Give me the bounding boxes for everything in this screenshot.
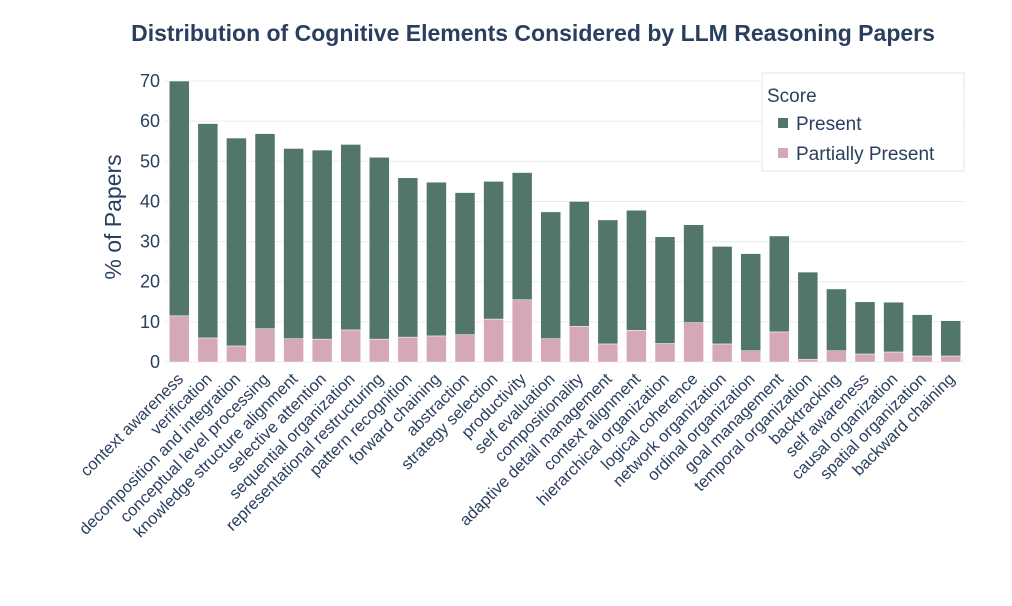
bar-partially-present-self-awareness	[854, 353, 876, 363]
bar-present-self-awareness	[854, 301, 876, 355]
y-tick-label: 20	[140, 272, 160, 292]
y-axis-label: % of Papers	[100, 154, 126, 279]
bar-present-goal-management	[769, 235, 790, 333]
bar-present-pattern-recognition	[397, 177, 419, 338]
bar-present-spatial-organization	[911, 314, 933, 357]
bar-partially-present-pattern-recognition	[397, 336, 419, 363]
bar-partially-present-verification	[197, 337, 219, 363]
bar-present-selective-attention	[311, 149, 333, 340]
bar-partially-present-temporal-organization	[797, 358, 819, 363]
bar-partially-present-self-evaluation	[540, 338, 561, 363]
y-tick-label: 0	[150, 352, 160, 372]
bar-present-representational-restructuring	[369, 157, 390, 340]
bar-present-verification	[197, 123, 219, 339]
bar-present-logical-coherence	[683, 224, 704, 323]
bar-partially-present-decomposition-and-integration	[226, 345, 247, 363]
bar-partially-present-spatial-organization	[911, 355, 933, 363]
legend-title: Score	[767, 86, 817, 107]
bar-partially-present-hierarchical-organization	[654, 343, 676, 363]
bar-present-productivity	[511, 172, 533, 301]
bar-partially-present-adaptive-detail-management	[597, 343, 619, 363]
legend-box	[761, 72, 965, 172]
bar-present-decomposition-and-integration	[226, 137, 247, 347]
bar-present-causal-organization	[883, 301, 904, 353]
bar-partially-present-productivity	[511, 299, 533, 363]
bar-partially-present-compositionality	[569, 326, 590, 363]
bar-partially-present-network-organization	[711, 343, 733, 363]
x-axis: context awarenessverificationdecompositi…	[76, 370, 959, 542]
y-tick-label: 40	[140, 191, 160, 211]
bar-present-compositionality	[569, 201, 590, 327]
bar-partially-present-selective-attention	[311, 338, 333, 363]
bar-present-network-organization	[711, 246, 733, 345]
y-tick-label: 10	[140, 312, 160, 332]
bar-present-adaptive-detail-management	[597, 219, 619, 345]
bar-present-sequential-organization	[340, 144, 361, 331]
legend-swatch-present	[778, 118, 788, 128]
legend: Score Present Partially Present	[761, 72, 965, 172]
bar-present-backward-chaining	[940, 320, 961, 357]
bar-present-abstraction	[454, 192, 476, 335]
y-tick-label: 50	[140, 151, 160, 171]
bars	[169, 80, 961, 363]
legend-swatch-partially-present	[778, 148, 788, 158]
bar-present-knowledge-structure-alignment	[283, 148, 304, 339]
bar-partially-present-backtracking	[826, 350, 847, 363]
bar-partially-present-goal-management	[769, 331, 790, 363]
bar-partially-present-context-awareness	[169, 315, 190, 363]
y-tick-label: 70	[140, 71, 160, 91]
bar-partially-present-sequential-organization	[340, 329, 361, 363]
bar-present-ordinal-organization	[740, 253, 761, 352]
y-tick-label: 60	[140, 111, 160, 131]
bar-present-forward-chaining	[426, 181, 447, 337]
legend-label-present: Present	[796, 114, 862, 135]
bar-partially-present-causal-organization	[883, 351, 904, 363]
chart-title: Distribution of Cognitive Elements Consi…	[131, 20, 935, 46]
bar-partially-present-abstraction	[454, 334, 476, 363]
bar-partially-present-logical-coherence	[683, 322, 704, 363]
bar-partially-present-knowledge-structure-alignment	[283, 338, 304, 363]
bar-present-conceptual-level-processing	[254, 133, 276, 329]
bar-present-hierarchical-organization	[654, 236, 676, 344]
bar-partially-present-forward-chaining	[426, 335, 447, 363]
bar-present-context-alignment	[626, 210, 647, 331]
bar-present-strategy-selection	[483, 181, 504, 320]
bar-present-backtracking	[826, 288, 847, 352]
bar-partially-present-representational-restructuring	[369, 338, 390, 363]
bar-present-context-awareness	[169, 80, 190, 317]
bar-present-temporal-organization	[797, 271, 819, 360]
bar-partially-present-backward-chaining	[940, 355, 961, 363]
y-tick-label: 30	[140, 232, 160, 252]
y-axis: 0 10 20 30 40 50 60 70	[140, 71, 160, 372]
bar-present-self-evaluation	[540, 211, 561, 339]
bar-partially-present-strategy-selection	[483, 318, 504, 363]
bar-partially-present-context-alignment	[626, 330, 647, 363]
bar-partially-present-ordinal-organization	[740, 350, 761, 363]
legend-label-partially-present: Partially Present	[796, 144, 935, 165]
bar-partially-present-conceptual-level-processing	[254, 328, 276, 363]
